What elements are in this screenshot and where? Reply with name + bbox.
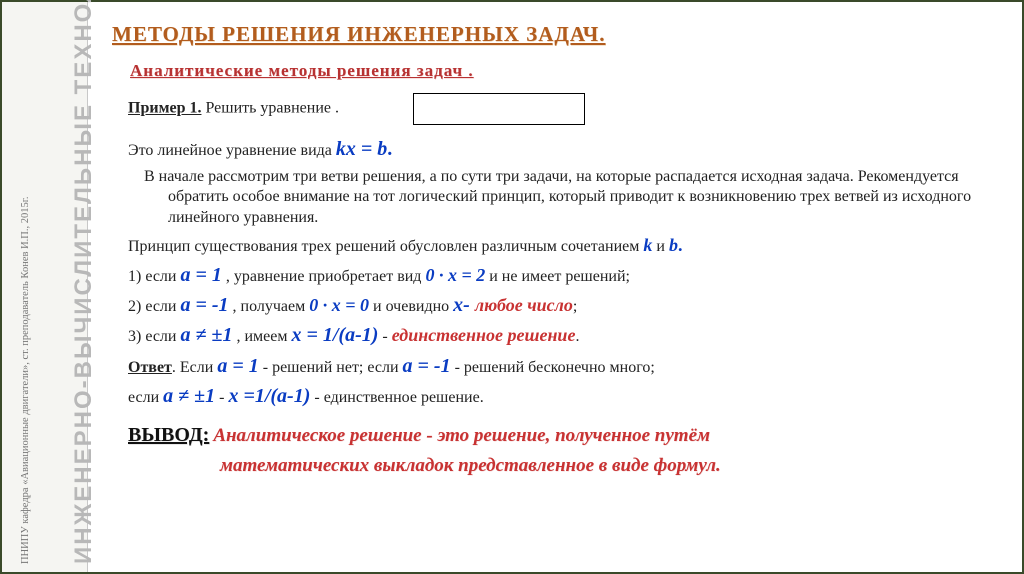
content-area: МЕТОДЫ РЕШЕНИЯ ИНЖЕНЕРНЫХ ЗАДАЧ. Аналити…: [112, 22, 1006, 558]
answer-p3: - решений бесконечно много;: [455, 359, 655, 376]
conclusion-block: ВЫВОД: Аналитическое решение - это решен…: [128, 423, 1006, 449]
answer-ane: a ≠ ±1: [163, 385, 215, 407]
principle-dot: .: [678, 235, 683, 255]
case1-eq: 0 · x = 2: [425, 265, 485, 285]
case1-mid: , уравнение приобретает вид: [226, 268, 426, 285]
left-band: ПНИПУ кафедра «Авиационные двигатели», с…: [2, 2, 88, 572]
conclusion-body-b: математических выкладок представленное в…: [220, 455, 721, 476]
kx-intro: Это линейное уравнение вида: [128, 142, 336, 159]
case-3: 3) если a ≠ ±1 , имеем x = 1/(a-1) - еди…: [128, 323, 1006, 349]
principle-k: k: [643, 235, 652, 255]
case1-a-eq-1: a = 1: [180, 264, 221, 286]
branches-para: В начале рассмотрим три ветви решения, а…: [128, 167, 1006, 228]
answer-label: Ответ: [128, 359, 172, 376]
institute-caption: ПНИПУ кафедра «Авиационные двигатели», с…: [20, 197, 31, 564]
case2-x: x-: [453, 294, 475, 316]
equation-box: [413, 93, 585, 125]
formula-kx-eq-b: kx = b: [336, 138, 387, 160]
principle-b: и: [656, 238, 669, 255]
principle-a: Принцип существования трех решений обусл…: [128, 238, 643, 255]
conclusion-label: ВЫВОД:: [128, 424, 209, 446]
case2-any: любое число: [475, 295, 573, 315]
answer-p4: если: [128, 389, 163, 406]
heading-sub: Аналитические методы решения задач .: [130, 61, 1006, 81]
answer-p6: - единственное решение.: [314, 389, 483, 406]
answer-p2: - решений нет; если: [263, 359, 403, 376]
answer-am1: a = -1: [403, 355, 451, 377]
case-1: 1) если a = 1 , уравнение приобретает ви…: [128, 263, 1006, 289]
principle-b-sym: b: [669, 235, 678, 255]
conclusion-line2: математических выкладок представленное в…: [220, 453, 1006, 479]
answer-line-1: Ответ. Если a = 1 - решений нет; если a …: [128, 354, 1006, 380]
heading-main: МЕТОДЫ РЕШЕНИЯ ИНЖЕНЕРНЫХ ЗАДАЧ.: [112, 22, 1006, 47]
case1-lead: 1) если: [128, 268, 180, 285]
answer-p1: . Если: [172, 359, 217, 376]
formula-dot: .: [387, 138, 392, 160]
answer-xeq: x =1/(a-1): [228, 385, 310, 407]
answer-a1: a = 1: [217, 355, 258, 377]
case3-dot: .: [575, 328, 579, 345]
case3-lead: 3) если: [128, 328, 180, 345]
case2-semi: ;: [573, 298, 577, 315]
case3-a-ne: a ≠ ±1: [180, 324, 232, 346]
case2-eq: 0 · x = 0: [309, 295, 369, 315]
case2-a-eq-m1: a = -1: [180, 294, 228, 316]
example-label: Пример 1.: [128, 100, 201, 117]
case3-mid: , имеем: [236, 328, 291, 345]
example-line: Пример 1. Решить уравнение .: [128, 93, 1006, 125]
case-2: 2) если a = -1 , получаем 0 · x = 0 и оч…: [128, 293, 1006, 319]
case2-lead: 2) если: [128, 298, 180, 315]
case3-sep: -: [382, 328, 391, 345]
case3-unique: единственное решение: [392, 325, 576, 345]
example-text: Решить уравнение .: [201, 100, 339, 117]
kx-line: Это линейное уравнение вида kx = b.: [128, 137, 1006, 163]
conclusion-body-a: Аналитическое решение - это решение, пол…: [213, 425, 710, 446]
vertical-title: ИНЖЕНЕРНО-ВЫЧИСЛИТЕЛЬНЫЕ ТЕХНОЛОГИИ: [70, 0, 98, 564]
case3-xeq: x = 1/(a-1): [291, 324, 378, 346]
principle-line: Принцип существования трех решений обусл…: [128, 234, 1006, 257]
answer-line-2: если a ≠ ±1 - x =1/(a-1) - единственное …: [128, 384, 1006, 410]
case1-tail: и не имеет решений;: [489, 268, 630, 285]
slide-frame: ПНИПУ кафедра «Авиационные двигатели», с…: [0, 0, 1024, 574]
case2-mid: , получаем: [233, 298, 310, 315]
case2-after: и очевидно: [373, 298, 453, 315]
